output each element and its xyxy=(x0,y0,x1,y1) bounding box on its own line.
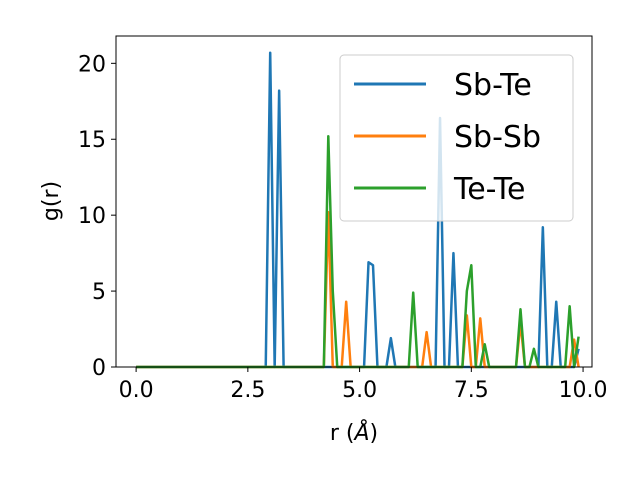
x-tick-label: 7.5 xyxy=(454,378,489,403)
legend-label-te-te: Te-Te xyxy=(453,172,525,207)
y-axis-label: g(r) xyxy=(39,181,64,221)
plot-frame xyxy=(115,35,593,368)
y-tick-label: 5 xyxy=(92,280,106,305)
legend: Sb-Te Sb-Sb Te-Te xyxy=(339,54,574,222)
legend-box xyxy=(339,54,574,222)
y-axis-ticks: 0 5 10 15 20 xyxy=(78,52,116,381)
x-tick-label: 10.0 xyxy=(559,378,608,403)
x-tick-label: 0.0 xyxy=(119,378,154,403)
y-tick-label: 20 xyxy=(78,52,106,77)
x-tick-label: 2.5 xyxy=(230,378,265,403)
legend-label-sb-te: Sb-Te xyxy=(454,68,532,103)
legend-label-sb-sb: Sb-Sb xyxy=(454,120,541,155)
y-tick-label: 0 xyxy=(92,356,106,381)
x-axis-label: r (Å) xyxy=(330,419,378,446)
x-axis-ticks: 0.0 2.5 5.0 7.5 10.0 xyxy=(119,367,608,403)
x-tick-label: 5.0 xyxy=(342,378,377,403)
y-tick-label: 15 xyxy=(78,128,106,153)
y-tick-label: 10 xyxy=(78,204,106,229)
